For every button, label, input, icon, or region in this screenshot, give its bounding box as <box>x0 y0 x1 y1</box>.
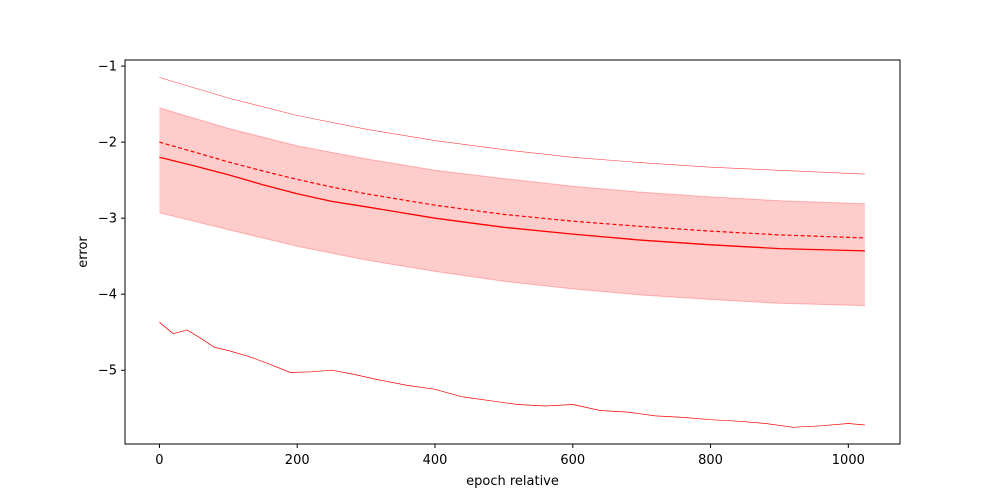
series-line-thin-lower <box>159 322 865 428</box>
confidence-band <box>159 107 865 306</box>
x-tick-label: 400 <box>423 453 448 468</box>
plot-area <box>159 77 865 428</box>
x-tick-label: 800 <box>698 453 723 468</box>
series-line-dashed <box>159 141 865 239</box>
y-tick-label: −1 <box>98 60 117 75</box>
x-axis-label: epoch relative <box>466 474 559 489</box>
x-tick-label: 200 <box>285 453 310 468</box>
y-tick-label: −5 <box>98 364 117 379</box>
x-tick-label: 600 <box>560 453 585 468</box>
axes-frame <box>124 59 901 445</box>
ticks: 0 200 400 600 800 1000 −1 −2 −3 −4 −5 <box>98 60 865 468</box>
y-tick-label: −2 <box>98 136 117 151</box>
x-tick-label: 1000 <box>832 453 865 468</box>
y-axis-label: error <box>76 236 91 268</box>
band-lower-edge <box>159 212 865 307</box>
x-tick-label: 0 <box>155 453 163 468</box>
y-tick-label: −3 <box>98 212 117 227</box>
series-line-solid <box>159 156 865 252</box>
band-upper-edge <box>159 107 865 205</box>
series-line-thin-upper <box>159 77 865 175</box>
y-tick-label: −4 <box>98 288 117 303</box>
